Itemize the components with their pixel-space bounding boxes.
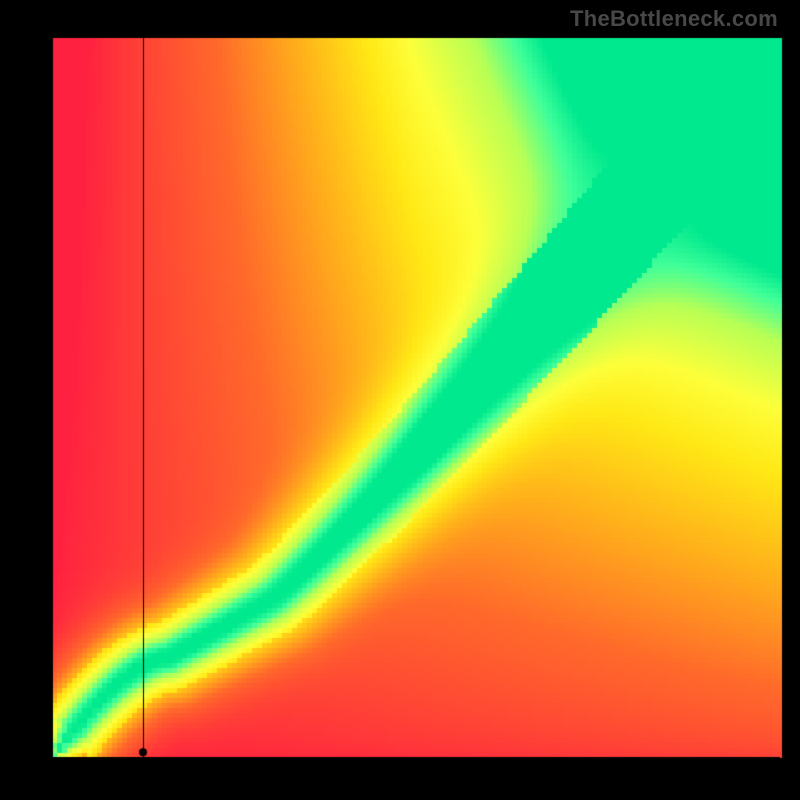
site-watermark: TheBottleneck.com	[570, 6, 778, 32]
bottleneck-heatmap	[0, 0, 800, 800]
